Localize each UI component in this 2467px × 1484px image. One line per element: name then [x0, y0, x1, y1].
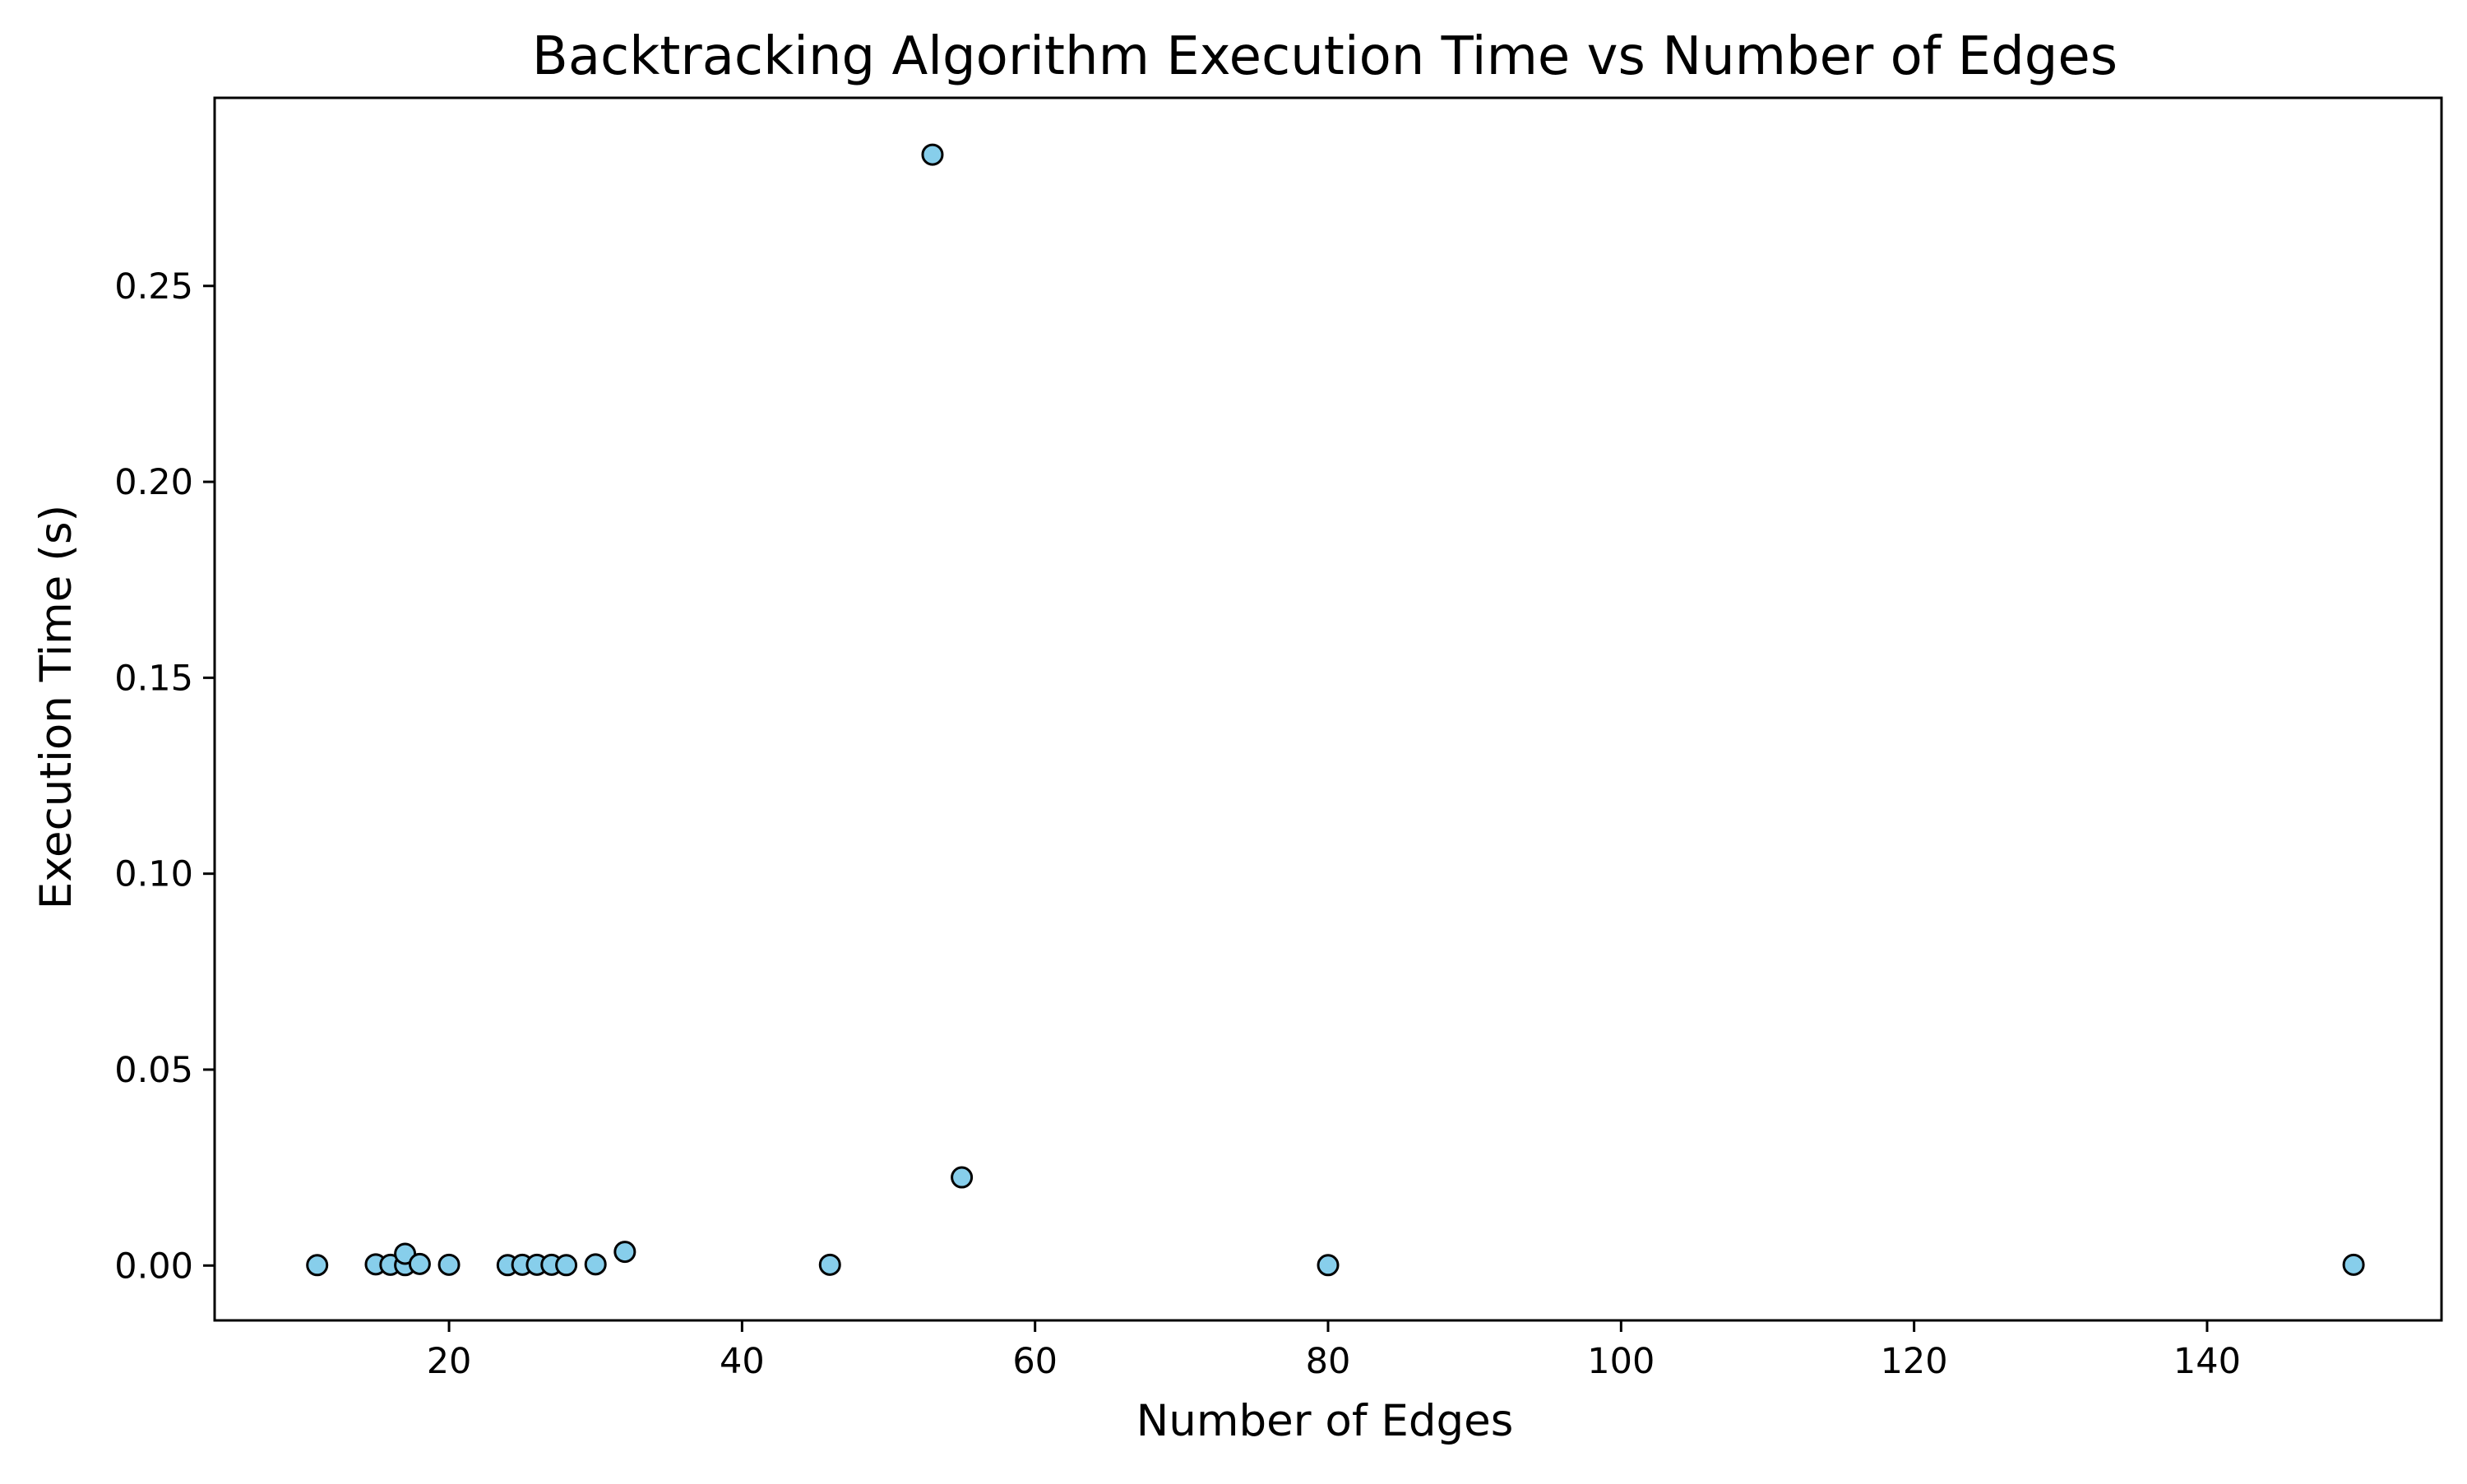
x-axis-ticks: 20 40 60 80 100 120 140	[427, 1320, 2241, 1382]
y-tick-label: 0.20	[114, 462, 193, 503]
plot-area-frame	[213, 96, 2443, 1322]
data-point	[555, 1254, 578, 1277]
y-tick-label: 0.10	[114, 854, 193, 895]
x-axis-label: Number of Edges	[1136, 1396, 1514, 1446]
x-tick-label: 20	[427, 1341, 472, 1382]
data-point	[921, 143, 944, 166]
y-axis-label: Execution Time (s)	[31, 505, 81, 909]
data-point	[408, 1252, 431, 1275]
data-point	[584, 1253, 607, 1276]
y-tick-label: 0.15	[114, 658, 193, 699]
x-tick-label: 140	[2173, 1341, 2241, 1382]
data-points	[306, 143, 2365, 1277]
data-point	[306, 1254, 329, 1277]
chart-title: Backtracking Algorithm Execution Time vs…	[532, 26, 2118, 87]
x-tick-label: 80	[1306, 1341, 1351, 1382]
x-tick-label: 120	[1881, 1341, 1948, 1382]
y-tick-label: 0.00	[114, 1246, 193, 1287]
data-point	[818, 1253, 841, 1276]
x-tick-label: 60	[1012, 1341, 1058, 1382]
x-tick-label: 100	[1587, 1341, 1655, 1382]
data-point	[2342, 1253, 2365, 1276]
data-point	[951, 1166, 974, 1189]
y-tick-label: 0.05	[114, 1050, 193, 1091]
y-axis-ticks: 0.00 0.05 0.10 0.15 0.20 0.25	[114, 266, 215, 1287]
x-tick-label: 40	[720, 1341, 765, 1382]
data-point	[613, 1241, 636, 1264]
data-point	[1317, 1254, 1340, 1277]
data-point	[437, 1253, 461, 1276]
y-tick-label: 0.25	[114, 266, 193, 307]
